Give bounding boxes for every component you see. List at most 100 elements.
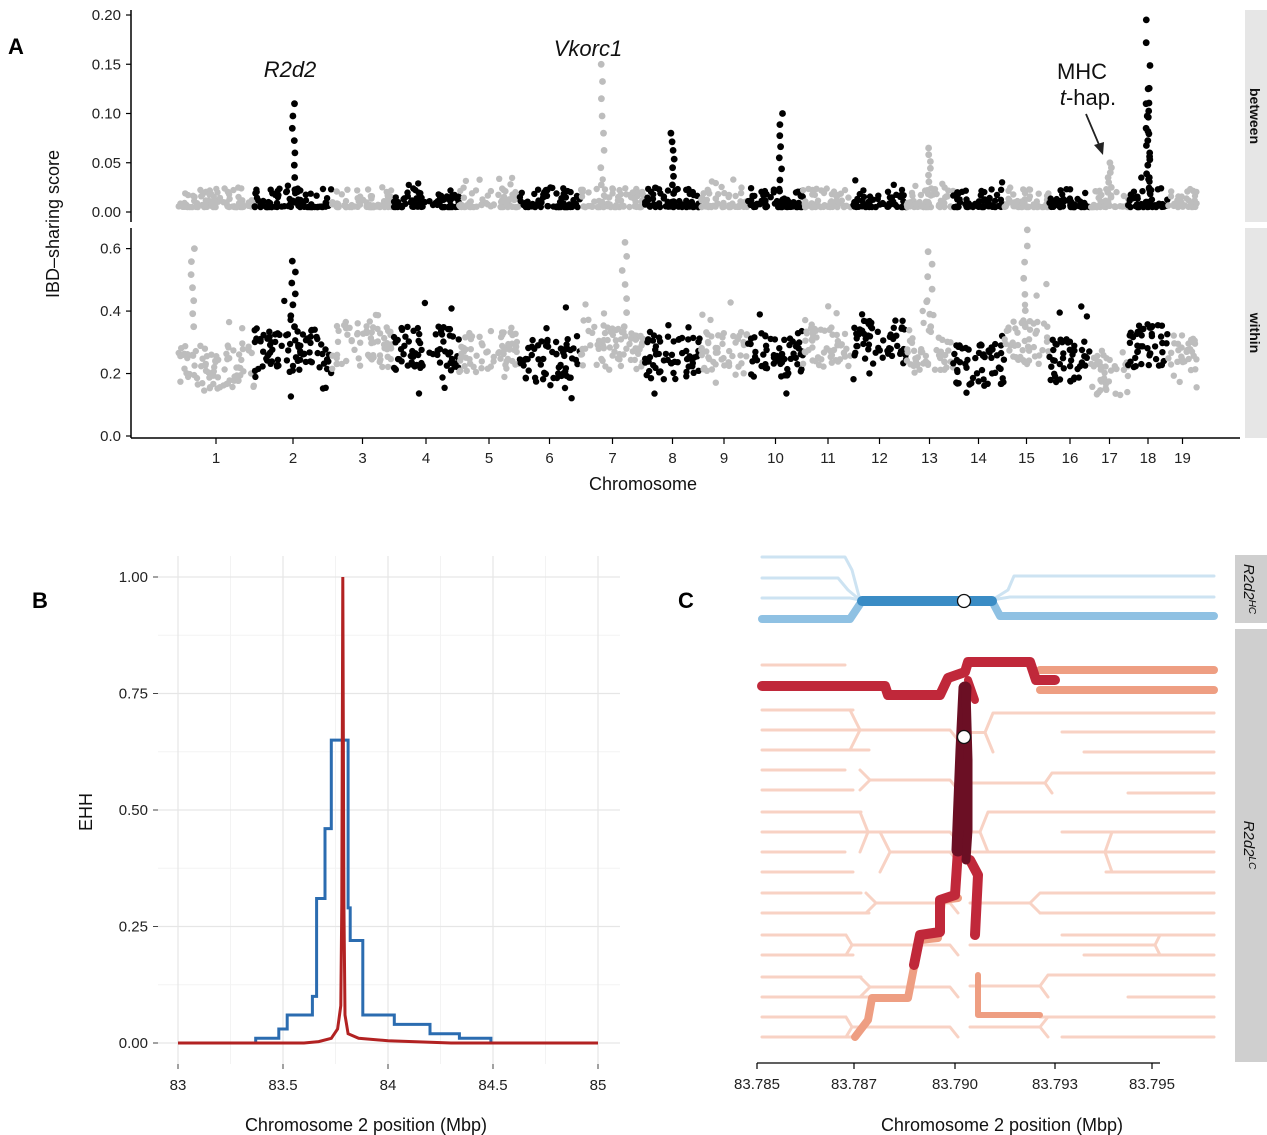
point-between [1094,203,1101,210]
point-between [338,191,345,198]
point-between [718,183,725,191]
x-tick-label-chromosome: 19 [1174,450,1191,467]
x-tick-label-chromosome: 13 [921,450,938,467]
point-between [212,202,219,209]
point-within [1001,336,1008,343]
point-within [975,378,982,385]
point-between [1165,202,1172,209]
point-within [478,358,485,365]
point-within [767,335,774,343]
haplotype-bifurcation-diagram: R2d2HC R2d2LC 83.785 83.787 83.790 83.793 83… [734,555,1267,1135]
point-within [534,342,542,349]
point-between [1020,186,1027,193]
point-within [318,341,325,348]
peak-point-between [597,60,605,68]
point-between [979,203,987,210]
point-within [1052,378,1060,386]
point-within [699,311,706,318]
point-between [993,191,1001,199]
point-between [963,196,970,203]
point-between [781,201,788,209]
point-between [555,203,562,211]
point-between [998,179,1006,186]
point-within [698,351,705,359]
point-within [703,348,710,355]
point-within [314,349,321,357]
chromosome-points-2 [251,182,335,400]
peak-point-within [623,253,631,260]
point-within [325,358,332,365]
point-within [1089,383,1096,390]
point-within [670,369,677,377]
peak-point-between [290,161,298,169]
chromosome-points-17 [1088,186,1132,399]
peak-point-between [669,147,677,154]
point-within [543,325,550,332]
facet-strip-label-between: between [1247,88,1263,144]
point-within [582,301,589,308]
peak-point-between [1142,124,1150,132]
point-within [787,355,794,362]
peak-point-between [670,155,678,163]
peak-point-between [600,129,607,137]
point-between [767,194,774,201]
point-within [572,356,580,364]
point-within [865,341,873,348]
point-between [478,201,485,208]
point-within [612,326,620,334]
point-between [1139,188,1146,195]
point-within [703,329,710,336]
strip-hc-bg [1235,555,1267,623]
point-within [907,361,914,368]
point-within [299,331,307,338]
point-between [348,203,355,211]
facet-strip-between [1245,10,1267,222]
point-within [512,330,519,337]
peak-point-between [778,165,785,173]
point-within [1124,372,1132,380]
chromosome-points-18 [1125,174,1171,371]
point-within [490,353,497,361]
point-within [1024,343,1032,350]
peak-point-between [290,137,298,145]
point-within [230,347,237,354]
lc-red-left [909,845,963,970]
point-within [384,353,391,360]
point-within [595,337,603,344]
point-between [937,197,945,204]
point-between [274,187,281,195]
point-between [664,187,672,194]
point-within [304,335,311,342]
point-within [522,374,529,381]
peak-point-between [776,132,784,140]
point-within [415,390,423,397]
point-within [655,369,663,376]
lc-right-mid-path [975,972,1043,1018]
y-ticks-between: 0.00 0.05 0.10 0.15 0.20 [92,7,131,221]
x-tick-label-ehh: 84.5 [478,1077,507,1094]
annotation-mhc: MHC [1057,59,1107,84]
point-within [613,342,620,350]
point-between [732,192,739,200]
point-within [899,317,906,324]
peak-point-between [291,174,299,181]
point-within [652,346,659,353]
point-between [593,185,600,193]
point-within [979,352,987,359]
point-between [365,203,373,211]
point-between [580,203,587,210]
point-within [273,363,281,370]
point-between [805,185,812,193]
point-within [672,375,679,383]
point-between [189,192,197,199]
point-between [476,176,483,183]
point-within [268,358,276,365]
point-within [748,371,755,378]
point-within [1060,350,1067,357]
point-within [1023,358,1030,365]
point-between [685,201,692,208]
x-tick-label-chromosome: 4 [422,450,430,467]
peak-point-between [1146,156,1154,164]
point-within [225,344,232,351]
point-within [947,339,954,346]
